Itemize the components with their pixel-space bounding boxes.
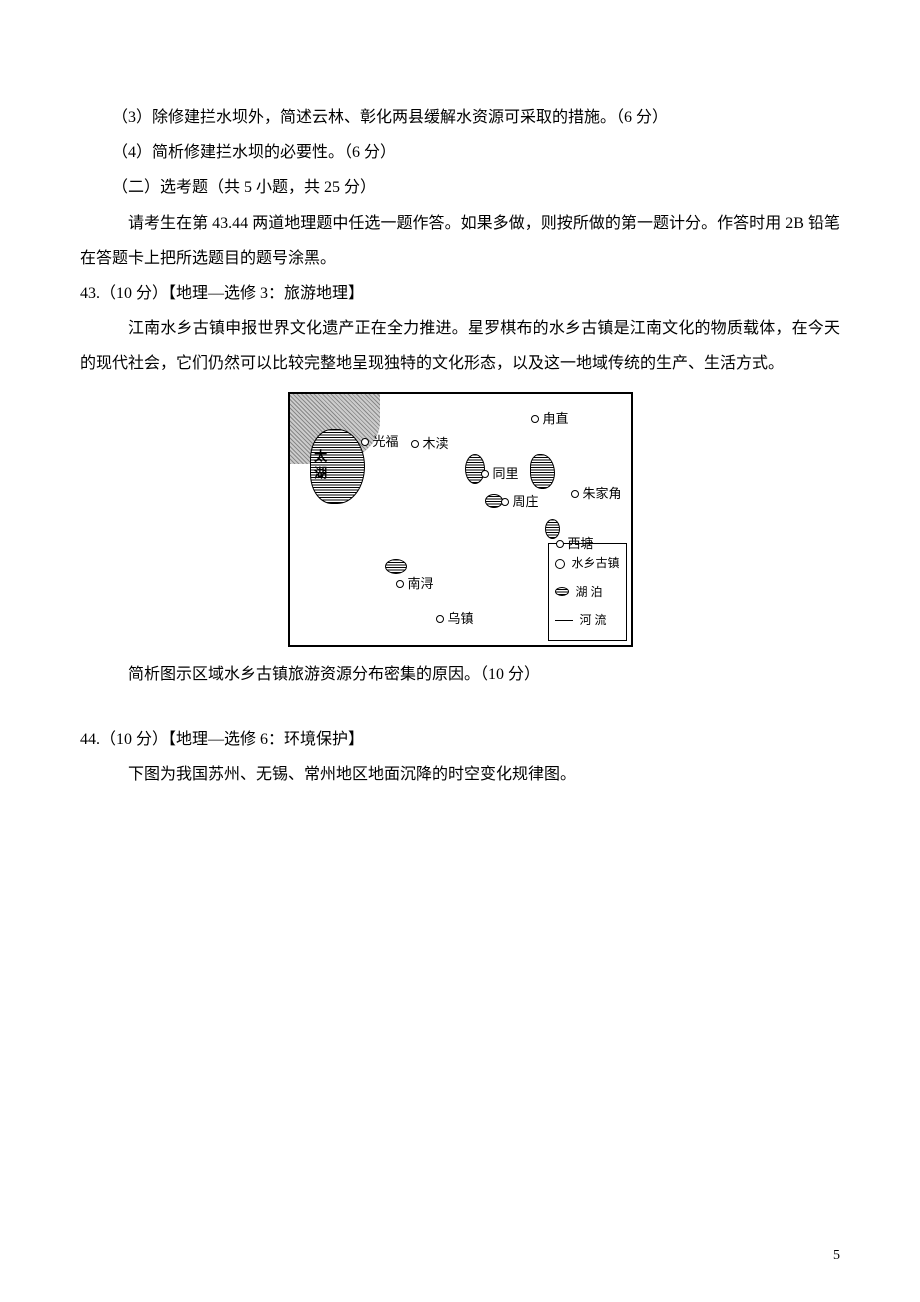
question-3: （3）除修建拦水坝外，简述云林、彰化两县缓解水资源可采取的措施。（6 分） xyxy=(80,100,840,135)
page-number: 5 xyxy=(833,1241,840,1272)
town-label-0: 甪直 xyxy=(543,411,569,427)
legend-river-label: 河 流 xyxy=(579,607,606,633)
small-lake-4 xyxy=(545,519,560,539)
map-legend: 水乡古镇 湖 泊 河 流 xyxy=(548,543,626,640)
town-marker-2 xyxy=(411,440,419,448)
town-marker-1 xyxy=(361,438,369,446)
question-44-heading: 44.（10 分）【地理—选修 6：环境保护】 xyxy=(80,722,840,757)
legend-row-town: 水乡古镇 xyxy=(555,550,619,576)
town-marker-3 xyxy=(481,470,489,478)
water-town-map: 太湖 水乡古镇 湖 泊 河 流 甪直光福 木渎同里周庄 朱家角西塘南浔乌镇 xyxy=(288,392,633,647)
town-label-8: 乌镇 xyxy=(448,611,474,627)
question-44-body: 下图为我国苏州、无锡、常州地区地面沉降的时空变化规律图。 xyxy=(80,757,840,792)
town-marker-icon xyxy=(555,559,565,569)
section-heading-optional: （二）选考题（共 5 小题，共 25 分） xyxy=(80,170,840,205)
town-label-2: 木渎 xyxy=(423,436,449,452)
town-marker-0 xyxy=(531,415,539,423)
legend-lake-label: 湖 泊 xyxy=(575,579,602,605)
small-lake-3 xyxy=(485,494,503,508)
map-figure-container: 太湖 水乡古镇 湖 泊 河 流 甪直光福 木渎同里周庄 朱家角西塘南浔乌镇 xyxy=(80,392,840,647)
town-label-1: 光福 xyxy=(373,434,399,450)
legend-town-label: 水乡古镇 xyxy=(571,550,619,576)
question-43-prompt: 简析图示区域水乡古镇旅游资源分布密集的原因。（10 分） xyxy=(80,657,840,692)
taihu-label: 太湖 xyxy=(312,449,328,483)
town-label-5: 朱家角 xyxy=(583,486,622,502)
small-lake-5 xyxy=(385,559,407,574)
town-label-6: 西塘 xyxy=(568,536,594,552)
river-icon xyxy=(555,617,573,624)
lake-icon xyxy=(555,587,569,596)
small-lake-2 xyxy=(530,454,555,489)
town-marker-4 xyxy=(501,498,509,506)
town-marker-8 xyxy=(436,615,444,623)
town-label-4: 周庄 xyxy=(513,494,539,510)
legend-row-lake: 湖 泊 xyxy=(555,579,619,605)
question-43-heading: 43.（10 分）【地理—选修 3：旅游地理】 xyxy=(80,276,840,311)
town-marker-5 xyxy=(571,490,579,498)
question-4: （4）简析修建拦水坝的必要性。（6 分） xyxy=(80,135,840,170)
legend-row-river: 河 流 xyxy=(555,607,619,633)
small-lake-1 xyxy=(465,454,485,484)
town-label-7: 南浔 xyxy=(408,576,434,592)
town-label-3: 同里 xyxy=(493,466,519,482)
town-marker-7 xyxy=(396,580,404,588)
question-43-body: 江南水乡古镇申报世界文化遗产正在全力推进。星罗棋布的水乡古镇是江南文化的物质载体… xyxy=(80,311,840,381)
instruction-paragraph: 请考生在第 43.44 两道地理题中任选一题作答。如果多做，则按所做的第一题计分… xyxy=(80,206,840,276)
town-marker-6 xyxy=(556,540,564,548)
spacer xyxy=(80,692,840,722)
